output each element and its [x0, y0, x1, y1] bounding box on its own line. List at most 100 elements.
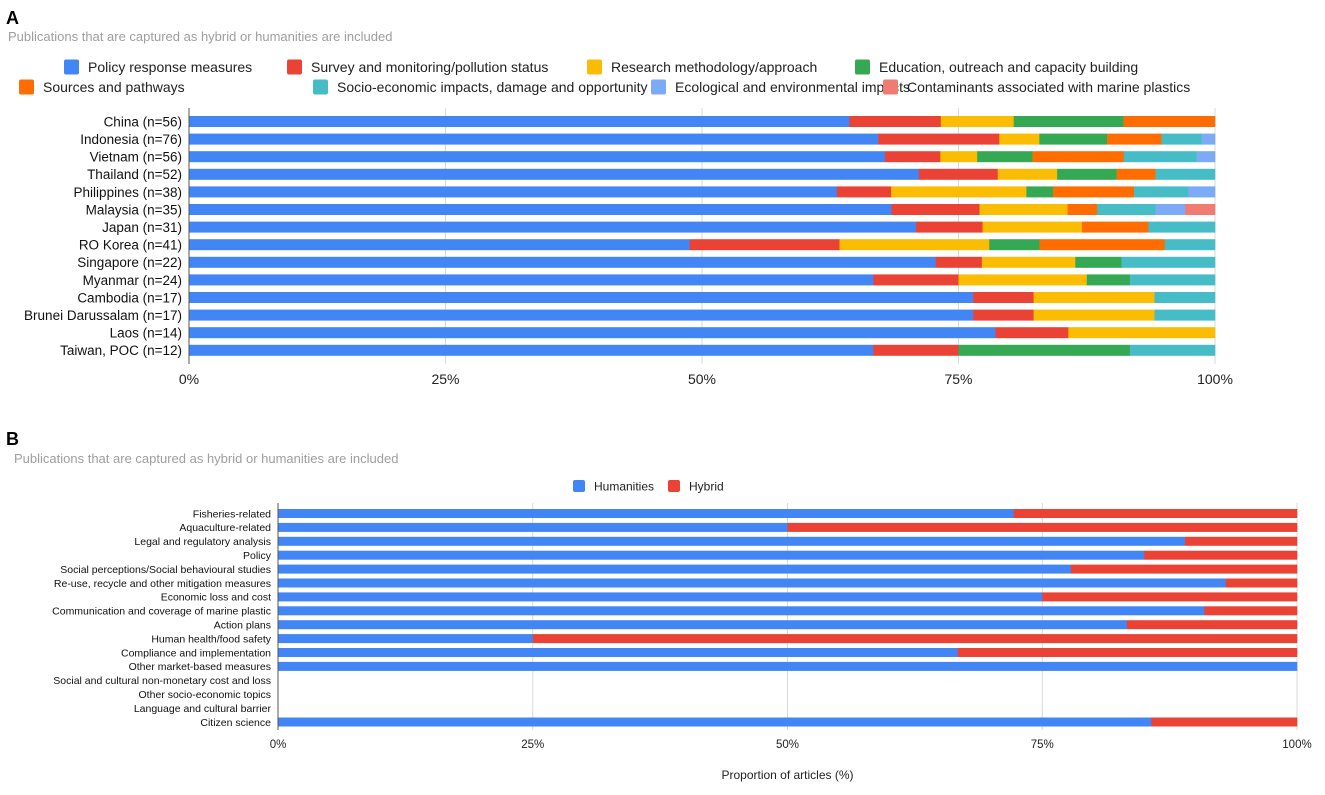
bar-segment-research-methodology-approach[interactable] [979, 204, 1068, 215]
bar-segment-contaminants-associated-with-marine-plastics[interactable] [1185, 204, 1216, 215]
bar-segment-hybrid[interactable] [1151, 717, 1298, 727]
bar-segment-hybrid[interactable] [1042, 592, 1298, 602]
bar-segment-socio-economic-impacts-damage-and-opportunity[interactable] [1129, 274, 1216, 286]
bar-segment-humanities[interactable] [278, 620, 1128, 630]
bar-segment-policy-response-measures[interactable] [189, 344, 874, 356]
bar-segment-policy-response-measures[interactable] [189, 309, 974, 321]
bar-segment-research-methodology-approach[interactable] [999, 133, 1040, 145]
legend-item-education-outreach-and-capacity-building[interactable]: Education, outreach and capacity buildin… [855, 59, 1138, 75]
bar-segment-socio-economic-impacts-damage-and-opportunity[interactable] [1155, 168, 1216, 180]
legend-item-contaminants-associated-with-marine-plastics[interactable]: Contaminants associated with marine plas… [883, 79, 1190, 95]
bar-segment-research-methodology-approach[interactable] [839, 239, 990, 251]
bar-segment-policy-response-measures[interactable] [189, 186, 838, 198]
bar-segment-ecological-and-environmental-impacts[interactable] [1196, 151, 1216, 163]
bar-segment-research-methodology-approach[interactable] [1068, 327, 1216, 339]
bar-segment-survey-and-monitoring-pollution-status[interactable] [973, 292, 1034, 303]
bar-segment-education-outreach-and-capacity-building[interactable] [1039, 133, 1108, 145]
bar-segment-education-outreach-and-capacity-building[interactable] [1086, 274, 1131, 286]
bar-segment-survey-and-monitoring-pollution-status[interactable] [873, 344, 959, 356]
legend-item-hybrid[interactable]: Hybrid [668, 479, 724, 493]
bar-segment-sources-and-pathways[interactable] [1053, 186, 1135, 198]
legend-item-ecological-and-environmental-impacts[interactable]: Ecological and environmental impacts [651, 79, 910, 95]
bar-segment-socio-economic-impacts-damage-and-opportunity[interactable] [1097, 204, 1156, 215]
bar-segment-socio-economic-impacts-damage-and-opportunity[interactable] [1154, 309, 1216, 321]
legend-item-survey-and-monitoring-pollution-status[interactable]: Survey and monitoring/pollution status [287, 59, 548, 75]
bar-segment-sources-and-pathways[interactable] [1039, 239, 1166, 251]
legend-item-socio-economic-impacts-damage-and-opportunity[interactable]: Socio-economic impacts, damage and oppor… [313, 79, 648, 95]
bar-segment-humanities[interactable] [278, 578, 1226, 588]
bar-segment-survey-and-monitoring-pollution-status[interactable] [918, 168, 999, 180]
bar-segment-humanities[interactable] [278, 550, 1145, 560]
bar-segment-sources-and-pathways[interactable] [1081, 221, 1149, 233]
bar-segment-policy-response-measures[interactable] [189, 116, 850, 127]
bar-segment-sources-and-pathways[interactable] [1116, 168, 1156, 180]
bar-segment-hybrid[interactable] [1204, 606, 1298, 616]
bar-segment-sources-and-pathways[interactable] [1107, 133, 1162, 145]
bar-segment-education-outreach-and-capacity-building[interactable] [958, 344, 1131, 356]
bar-segment-socio-economic-impacts-damage-and-opportunity[interactable] [1164, 239, 1216, 251]
bar-segment-humanities[interactable] [278, 717, 1152, 727]
bar-segment-socio-economic-impacts-damage-and-opportunity[interactable] [1154, 292, 1216, 303]
legend-item-sources-and-pathways[interactable]: Sources and pathways [19, 79, 185, 95]
bar-segment-socio-economic-impacts-damage-and-opportunity[interactable] [1134, 186, 1189, 198]
bar-segment-education-outreach-and-capacity-building[interactable] [1057, 168, 1117, 180]
bar-segment-ecological-and-environmental-impacts[interactable] [1155, 204, 1186, 215]
bar-segment-sources-and-pathways[interactable] [1067, 204, 1098, 215]
bar-segment-hybrid[interactable] [787, 522, 1298, 532]
bar-segment-socio-economic-impacts-damage-and-opportunity[interactable] [1161, 133, 1202, 145]
bar-segment-humanities[interactable] [278, 509, 1015, 518]
bar-segment-survey-and-monitoring-pollution-status[interactable] [973, 309, 1034, 321]
bar-segment-hybrid[interactable] [1126, 620, 1298, 630]
bar-segment-humanities[interactable] [278, 522, 788, 532]
legend-item-policy-response-measures[interactable]: Policy response measures [64, 59, 252, 75]
bar-segment-ecological-and-environmental-impacts[interactable] [1201, 133, 1216, 145]
bar-segment-research-methodology-approach[interactable] [982, 221, 1083, 233]
bar-segment-policy-response-measures[interactable] [189, 327, 996, 339]
bar-segment-humanities[interactable] [278, 648, 958, 657]
bar-segment-hybrid[interactable] [1144, 550, 1298, 560]
bar-segment-policy-response-measures[interactable] [189, 204, 892, 215]
bar-segment-survey-and-monitoring-pollution-status[interactable] [849, 116, 942, 127]
bar-segment-hybrid[interactable] [1070, 564, 1298, 574]
bar-segment-survey-and-monitoring-pollution-status[interactable] [884, 151, 941, 163]
bar-segment-research-methodology-approach[interactable] [891, 186, 1027, 198]
legend-item-research-methodology-approach[interactable]: Research methodology/approach [587, 59, 817, 75]
bar-segment-humanities[interactable] [278, 592, 1043, 602]
bar-segment-survey-and-monitoring-pollution-status[interactable] [935, 256, 983, 268]
bar-segment-socio-economic-impacts-damage-and-opportunity[interactable] [1148, 221, 1216, 233]
bar-segment-education-outreach-and-capacity-building[interactable] [1026, 186, 1054, 198]
bar-segment-humanities[interactable] [278, 536, 1186, 546]
bar-segment-survey-and-monitoring-pollution-status[interactable] [836, 186, 892, 198]
bar-segment-hybrid[interactable] [957, 648, 1298, 657]
bar-segment-policy-response-measures[interactable] [189, 292, 974, 303]
bar-segment-policy-response-measures[interactable] [189, 151, 886, 163]
bar-segment-policy-response-measures[interactable] [189, 168, 920, 180]
bar-segment-humanities[interactable] [278, 564, 1072, 574]
bar-segment-ecological-and-environmental-impacts[interactable] [1188, 186, 1216, 198]
bar-segment-sources-and-pathways[interactable] [1123, 116, 1216, 127]
bar-segment-humanities[interactable] [278, 634, 534, 644]
bar-segment-hybrid[interactable] [1013, 509, 1298, 518]
bar-segment-education-outreach-and-capacity-building[interactable] [1013, 116, 1124, 127]
bar-segment-survey-and-monitoring-pollution-status[interactable] [689, 239, 840, 251]
bar-segment-humanities[interactable] [278, 606, 1205, 616]
bar-segment-survey-and-monitoring-pollution-status[interactable] [995, 327, 1069, 339]
bar-segment-policy-response-measures[interactable] [189, 221, 917, 233]
bar-segment-hybrid[interactable] [1225, 578, 1298, 588]
bar-segment-research-methodology-approach[interactable] [997, 168, 1058, 180]
bar-segment-hybrid[interactable] [532, 634, 1298, 644]
bar-segment-research-methodology-approach[interactable] [1033, 309, 1155, 321]
bar-segment-policy-response-measures[interactable] [189, 239, 690, 251]
bar-segment-research-methodology-approach[interactable] [940, 116, 1015, 127]
bar-segment-research-methodology-approach[interactable] [1033, 292, 1155, 303]
bar-segment-socio-economic-impacts-damage-and-opportunity[interactable] [1121, 256, 1216, 268]
bar-segment-humanities[interactable] [278, 661, 1298, 671]
bar-segment-policy-response-measures[interactable] [189, 133, 879, 145]
bar-segment-survey-and-monitoring-pollution-status[interactable] [891, 204, 980, 215]
bar-segment-socio-economic-impacts-damage-and-opportunity[interactable] [1129, 344, 1216, 356]
bar-segment-research-methodology-approach[interactable] [940, 151, 978, 163]
bar-segment-education-outreach-and-capacity-building[interactable] [977, 151, 1033, 163]
legend-item-humanities[interactable]: Humanities [573, 479, 654, 493]
bar-segment-research-methodology-approach[interactable] [981, 256, 1076, 268]
bar-segment-survey-and-monitoring-pollution-status[interactable] [916, 221, 983, 233]
